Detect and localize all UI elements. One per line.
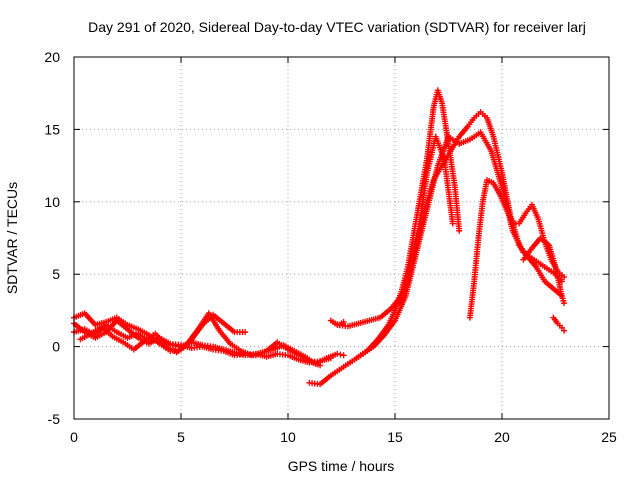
x-tick-label: 20 xyxy=(494,429,510,445)
series-sat-track-9 xyxy=(520,235,568,307)
series-sat-track-8 xyxy=(466,177,568,321)
axis-ticks: 0 5 10 15 20 25 -5 0 5 10 15 20 xyxy=(44,49,617,445)
y-tick-label: 15 xyxy=(44,121,60,137)
data-point xyxy=(340,318,347,325)
data-point xyxy=(456,227,463,234)
chart-title: Day 291 of 2020, Sidereal Day-to-day VTE… xyxy=(88,19,586,35)
series-sat-track-7 xyxy=(334,133,456,330)
x-tick-label: 10 xyxy=(280,429,296,445)
x-tick-label: 15 xyxy=(387,429,403,445)
data-point xyxy=(561,327,568,334)
data-point xyxy=(449,220,456,227)
y-axis-label: SDTVAR / TECUs xyxy=(4,182,20,294)
y-tick-label: 20 xyxy=(44,49,60,65)
data-point xyxy=(317,362,324,369)
x-axis-label: GPS time / hours xyxy=(288,458,395,474)
data-marks xyxy=(71,87,568,388)
data-point xyxy=(561,300,568,307)
y-tick-label: 0 xyxy=(52,339,60,355)
y-tick-label: 10 xyxy=(44,194,60,210)
data-point xyxy=(334,350,341,357)
series-sat-track-10 xyxy=(550,314,568,334)
x-tick-label: 25 xyxy=(601,429,617,445)
data-point xyxy=(340,352,347,359)
x-tick-label: 5 xyxy=(177,429,185,445)
plot-frame xyxy=(73,56,610,420)
y-tick-label: -5 xyxy=(48,411,61,427)
y-tick-label: 5 xyxy=(52,266,60,282)
grid-lines xyxy=(74,57,609,419)
data-point xyxy=(242,329,249,336)
data-point xyxy=(337,351,344,358)
data-point xyxy=(561,274,568,281)
x-tick-label: 0 xyxy=(70,429,78,445)
data-point xyxy=(558,278,565,285)
series-sat-track-11 xyxy=(327,317,347,328)
